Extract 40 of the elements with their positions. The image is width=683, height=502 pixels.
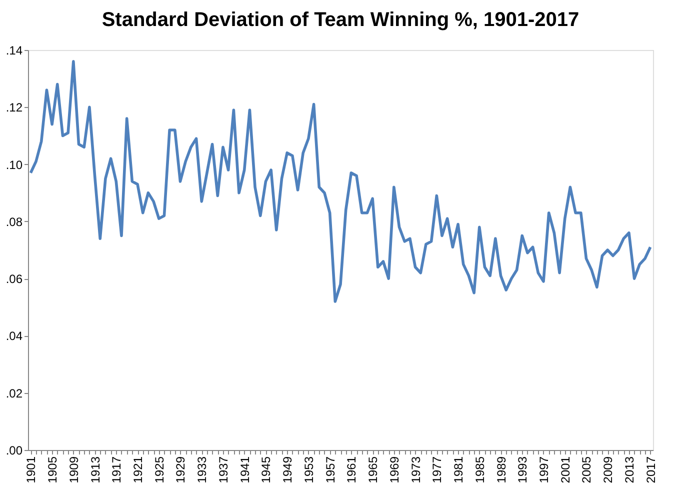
y-tick-label: .04 bbox=[6, 329, 23, 344]
x-tick-label: 1909 bbox=[66, 456, 81, 484]
x-tick-label: 1953 bbox=[302, 456, 316, 484]
x-tick-label: 1973 bbox=[408, 456, 423, 484]
x-tick-label: 1941 bbox=[238, 456, 252, 484]
x-tick-label: 1901 bbox=[24, 456, 38, 484]
y-tick-label: .12 bbox=[6, 100, 23, 115]
x-tick-label: 2009 bbox=[601, 456, 616, 484]
x-tick-label: 1921 bbox=[131, 456, 146, 484]
y-tick-label: .14 bbox=[6, 44, 23, 58]
x-tick-label: 2013 bbox=[622, 456, 636, 484]
x-tick-label: 1913 bbox=[88, 456, 102, 484]
line-series bbox=[29, 60, 652, 303]
y-tick-label: .00 bbox=[6, 444, 23, 458]
x-tick-label: 1945 bbox=[259, 456, 274, 484]
x-tick-label: 1981 bbox=[452, 456, 466, 484]
x-tick-label: 1969 bbox=[387, 456, 402, 484]
y-tick-label: .08 bbox=[6, 214, 23, 229]
x-tick-label: 1961 bbox=[344, 456, 359, 484]
x-tick-label: 1933 bbox=[195, 456, 210, 484]
x-tick-label: 1965 bbox=[366, 456, 380, 484]
x-tick-label: 1949 bbox=[280, 456, 295, 484]
x-tick-label: 2001 bbox=[558, 456, 572, 484]
x-tick-label: 1925 bbox=[152, 456, 166, 484]
x-tick-label: 1957 bbox=[323, 456, 338, 484]
x-tick-label: 1917 bbox=[110, 456, 124, 484]
x-tick-label: 1905 bbox=[46, 456, 60, 484]
x-tick-label: 1985 bbox=[472, 456, 487, 484]
x-tick-label: 1929 bbox=[174, 456, 188, 484]
x-tick-label: 1997 bbox=[536, 456, 551, 484]
x-tick-label: 1989 bbox=[494, 456, 508, 484]
x-tick-label: 1937 bbox=[216, 456, 230, 484]
x-tick-label: 2005 bbox=[580, 456, 594, 484]
x-tick-label: 2017 bbox=[644, 456, 658, 484]
y-tick-label: .10 bbox=[6, 158, 23, 172]
x-tick-label: 1993 bbox=[516, 456, 530, 484]
y-tick-label: .02 bbox=[6, 386, 23, 400]
chart-title: Standard Deviation of Team Winning %, 1901-2017 bbox=[102, 9, 580, 31]
y-tick-label: .06 bbox=[6, 272, 23, 286]
x-tick-label: 1977 bbox=[430, 456, 444, 484]
